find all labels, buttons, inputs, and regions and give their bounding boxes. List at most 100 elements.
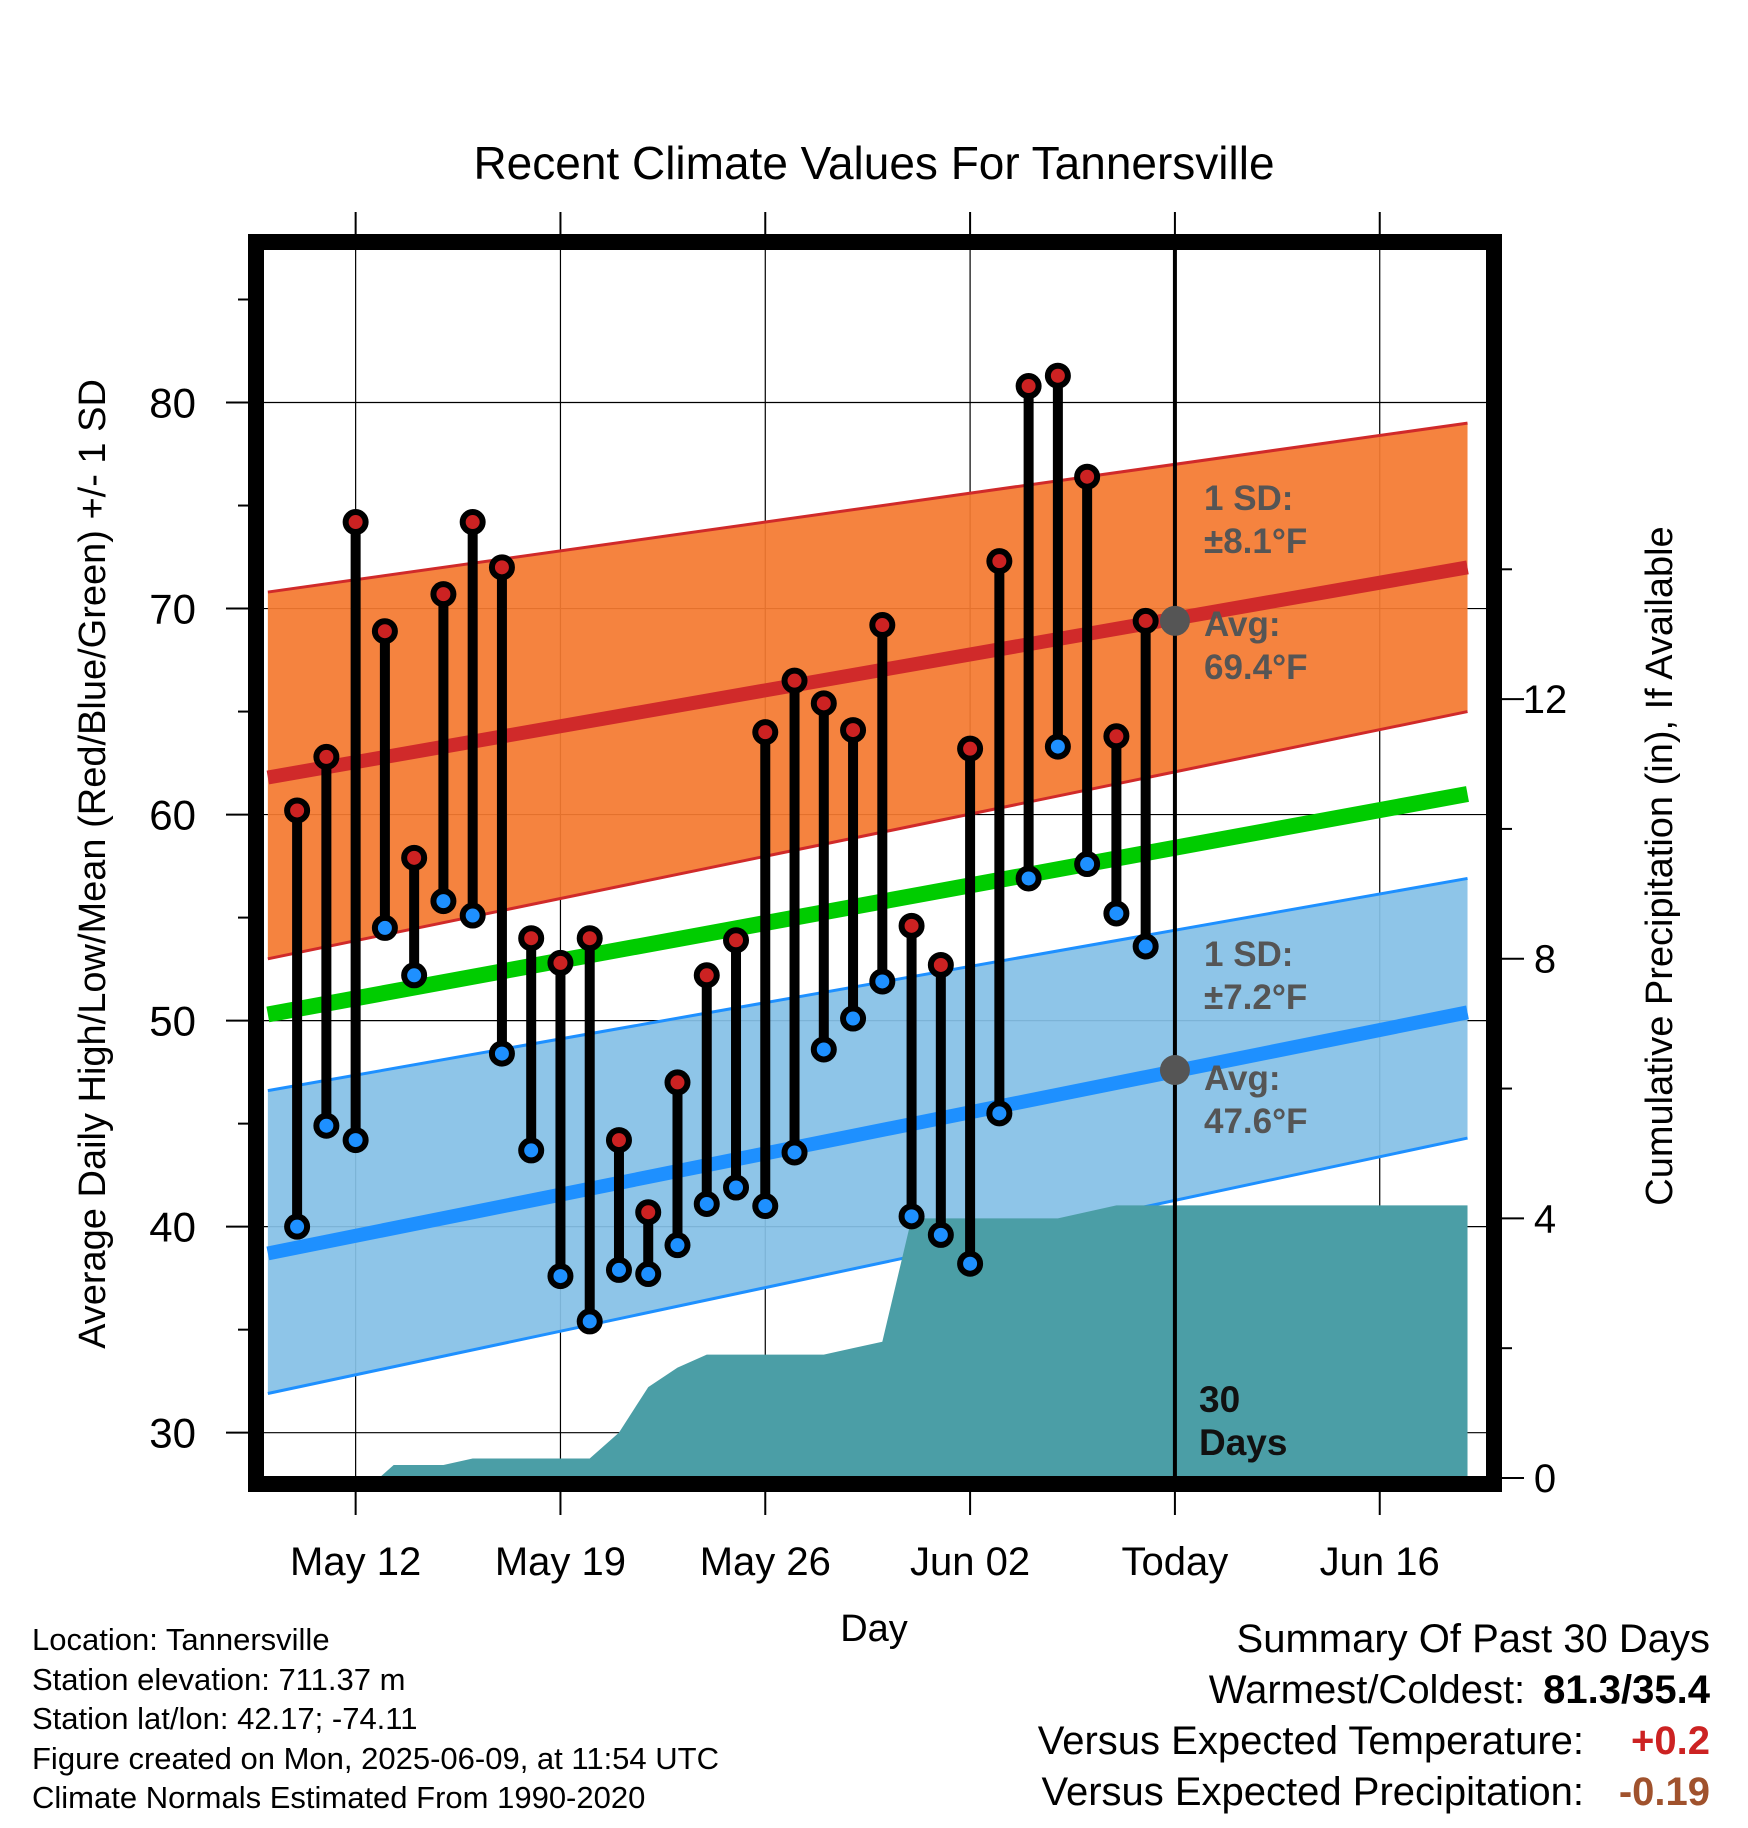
high-point xyxy=(898,912,925,939)
high-point xyxy=(547,949,574,976)
plot-area xyxy=(266,421,1469,1478)
high-point xyxy=(342,509,369,536)
high-point xyxy=(488,554,515,581)
low-point xyxy=(1103,900,1130,927)
high-sd-value: ±8.1°F xyxy=(1204,522,1307,561)
station-info: Location: Tannersville Station elevation… xyxy=(32,1620,719,1818)
axes: 30 40 50 60 70 80 0 4 8 12 May 12 May 19 May 26 Jun 0… xyxy=(149,212,1567,1584)
high-point xyxy=(840,717,867,744)
chart-title: Recent Climate Values For Tannersville xyxy=(473,137,1274,189)
summary-heading: Summary Of Past 30 Days xyxy=(1236,1617,1710,1661)
window-count: 30 xyxy=(1199,1379,1240,1420)
high-point xyxy=(810,690,837,717)
precipitation-area xyxy=(267,1205,1468,1478)
low-point xyxy=(313,1112,340,1139)
window-unit: Days xyxy=(1199,1422,1287,1463)
high-point xyxy=(371,618,398,645)
high-point xyxy=(664,1069,691,1096)
summary-warm-cold: Warmest/Coldest: 81.3/35.4 xyxy=(1038,1665,1710,1716)
x-tick-label: Jun 16 xyxy=(1320,1540,1440,1584)
y-tick-label: 30 xyxy=(149,1410,196,1457)
high-point xyxy=(459,509,486,536)
low-point xyxy=(605,1256,632,1283)
low-point xyxy=(986,1100,1013,1127)
high-point xyxy=(430,581,457,608)
y2-axis-label: Cumulative Precipitation (in), If Availa… xyxy=(1639,526,1681,1205)
low-point xyxy=(371,914,398,941)
y2-tick-label: 8 xyxy=(1534,938,1556,982)
low-point xyxy=(840,1005,867,1032)
high-avg-label: Avg: xyxy=(1204,605,1280,644)
low-point xyxy=(693,1190,720,1217)
low-point xyxy=(957,1250,984,1277)
high-point xyxy=(1132,607,1159,634)
daily-observations xyxy=(284,362,1159,1335)
low-avg-label: Avg: xyxy=(1204,1059,1280,1098)
high-avg-marker xyxy=(1159,605,1190,636)
low-avg-value: 47.6°F xyxy=(1204,1102,1308,1141)
high-point xyxy=(576,925,603,952)
temp-value: +0.2 xyxy=(1631,1719,1710,1763)
normals-text: Climate Normals Estimated From 1990-2020 xyxy=(32,1780,646,1815)
created-text: Figure created on Mon, 2025-06-09, at 11… xyxy=(32,1740,719,1776)
low-point xyxy=(635,1261,662,1288)
low-sd-label: 1 SD: xyxy=(1204,935,1293,974)
precip-label: Versus Expected Precipitation: xyxy=(1041,1770,1584,1814)
high-point xyxy=(927,951,954,978)
low-point xyxy=(1044,733,1071,760)
high-point xyxy=(605,1127,632,1154)
low-point xyxy=(927,1221,954,1248)
low-point xyxy=(781,1139,808,1166)
low-point xyxy=(664,1232,691,1259)
elevation-text: Station elevation: 711.37 m xyxy=(32,1661,406,1697)
high-point xyxy=(518,925,545,952)
low-point xyxy=(898,1203,925,1230)
mean-normal-line xyxy=(266,786,1469,1023)
high-point xyxy=(284,797,311,824)
high-point xyxy=(869,612,896,639)
warm-cold-label: Warmest/Coldest: xyxy=(1208,1668,1526,1712)
low-point xyxy=(518,1137,545,1164)
summary-temp: Versus Expected Temperature: +0.2 xyxy=(1038,1716,1710,1767)
high-point xyxy=(752,719,779,746)
x-tick-label: May 26 xyxy=(700,1540,831,1584)
x-axis-label: Day xyxy=(840,1608,908,1650)
high-avg-value: 69.4°F xyxy=(1204,648,1308,687)
x-tick-label: Jun 02 xyxy=(910,1540,1030,1584)
low-normal-line xyxy=(266,1005,1469,1261)
temp-label: Versus Expected Temperature: xyxy=(1037,1719,1584,1763)
high-point xyxy=(1044,362,1071,389)
x-tick-label: May 12 xyxy=(290,1540,421,1584)
y-tick-label: 80 xyxy=(149,380,196,427)
summary-precip: Versus Expected Precipitation: -0.19 xyxy=(1038,1767,1710,1818)
low-point xyxy=(576,1308,603,1335)
low-point xyxy=(342,1127,369,1154)
high-point xyxy=(313,743,340,770)
low-point xyxy=(547,1263,574,1290)
low-point xyxy=(430,888,457,915)
low-point xyxy=(810,1036,837,1063)
low-avg-marker xyxy=(1159,1055,1190,1086)
high-point xyxy=(693,962,720,989)
low-point xyxy=(401,962,428,989)
y-tick-label: 60 xyxy=(149,792,196,839)
precip-value: -0.19 xyxy=(1618,1770,1710,1814)
low-point xyxy=(284,1213,311,1240)
low-point xyxy=(1015,865,1042,892)
summary-panel: Summary Of Past 30 Days Warmest/Coldest:… xyxy=(1038,1614,1710,1818)
high-sd-band xyxy=(267,423,1468,959)
y-tick-label: 40 xyxy=(149,1204,196,1251)
low-point xyxy=(723,1174,750,1201)
high-point xyxy=(1015,373,1042,400)
low-sd-band-upper xyxy=(267,876,1468,1093)
high-point xyxy=(957,735,984,762)
y-tick-label: 50 xyxy=(149,998,196,1045)
y-axis-label: Average Daily High/Low/Mean (Red/Blue/Gr… xyxy=(72,379,114,1349)
high-point xyxy=(1103,723,1130,750)
high-point xyxy=(1074,463,1101,490)
location-text: Location: Tannersville xyxy=(32,1622,330,1657)
low-point xyxy=(459,902,486,929)
x-tick-label: Today xyxy=(1122,1540,1229,1584)
latlon-text: Station lat/lon: 42.17; -74.11 xyxy=(32,1701,418,1736)
